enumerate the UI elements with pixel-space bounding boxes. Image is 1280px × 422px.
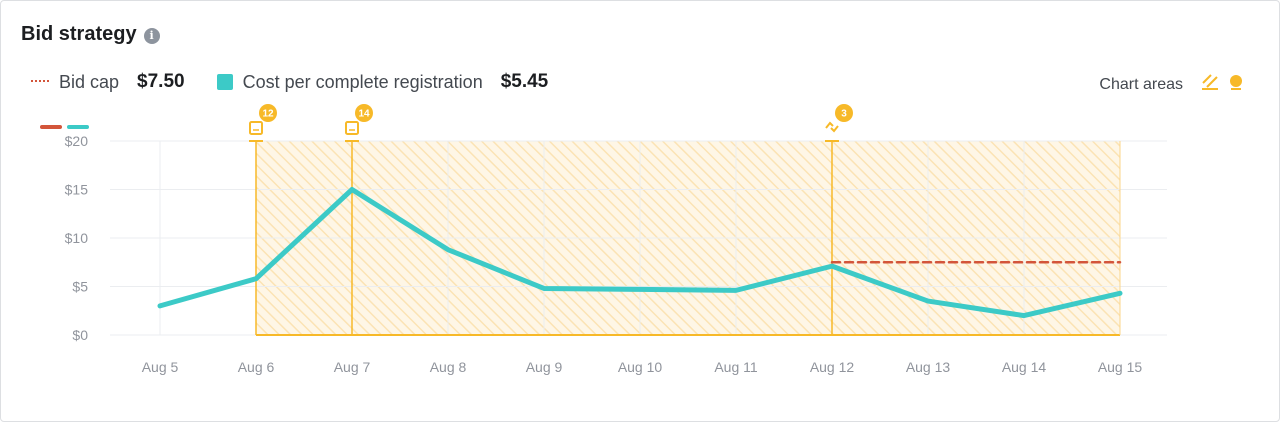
x-tick-label: Aug 12 [810,359,855,375]
legend: Bid cap $7.50 Cost per complete registra… [31,71,548,93]
cost-label: Cost per complete registration [242,71,483,92]
annotation-count: 12 [262,109,274,120]
y-tick-label: $10 [65,230,89,246]
annotation-badge [259,104,277,122]
cost-series-line [157,187,1123,319]
cost-value: $5.45 [500,71,549,92]
y-tick-label: $15 [65,182,89,198]
x-tick-label: Aug 8 [430,359,467,375]
chart-areas-label: Chart areas [1099,75,1183,93]
y-tick-label: $5 [72,279,88,295]
bulb-icon[interactable] [1227,73,1245,96]
x-tick-label: Aug 15 [1098,359,1143,375]
x-tick-label: Aug 6 [238,359,275,375]
bid-cap-label: Bid cap [59,71,120,92]
bid-cap-swatch [31,80,49,84]
x-tick-label: Aug 10 [618,359,663,375]
y-tick-label: $0 [72,327,88,343]
y-tick-label: $20 [65,133,89,149]
header: Bid strategy i [21,23,160,46]
page-title: Bid strategy [21,23,137,45]
annotation-badge [355,104,373,122]
x-tick-label: Aug 13 [906,359,951,375]
x-tick-label: Aug 14 [1002,359,1047,375]
chart-areas-toggle: Chart areas [1099,73,1245,96]
cost-swatch[interactable] [216,74,233,90]
x-tick-label: Aug 11 [714,359,758,375]
x-tick-label: Aug 9 [526,359,563,375]
x-tick-label: Aug 5 [142,359,179,375]
annotation-count: 14 [358,109,370,120]
x-tick-label: Aug 7 [334,359,371,375]
annotation-count: 3 [841,109,847,120]
hatched-area-icon[interactable] [1201,73,1219,96]
ad-icon [249,121,263,135]
annotation-badge [835,104,853,122]
info-icon[interactable]: i [143,27,160,44]
bid-change-icon [825,121,839,133]
ad-icon [345,121,359,135]
bid-cap-value: $7.50 [137,71,185,92]
